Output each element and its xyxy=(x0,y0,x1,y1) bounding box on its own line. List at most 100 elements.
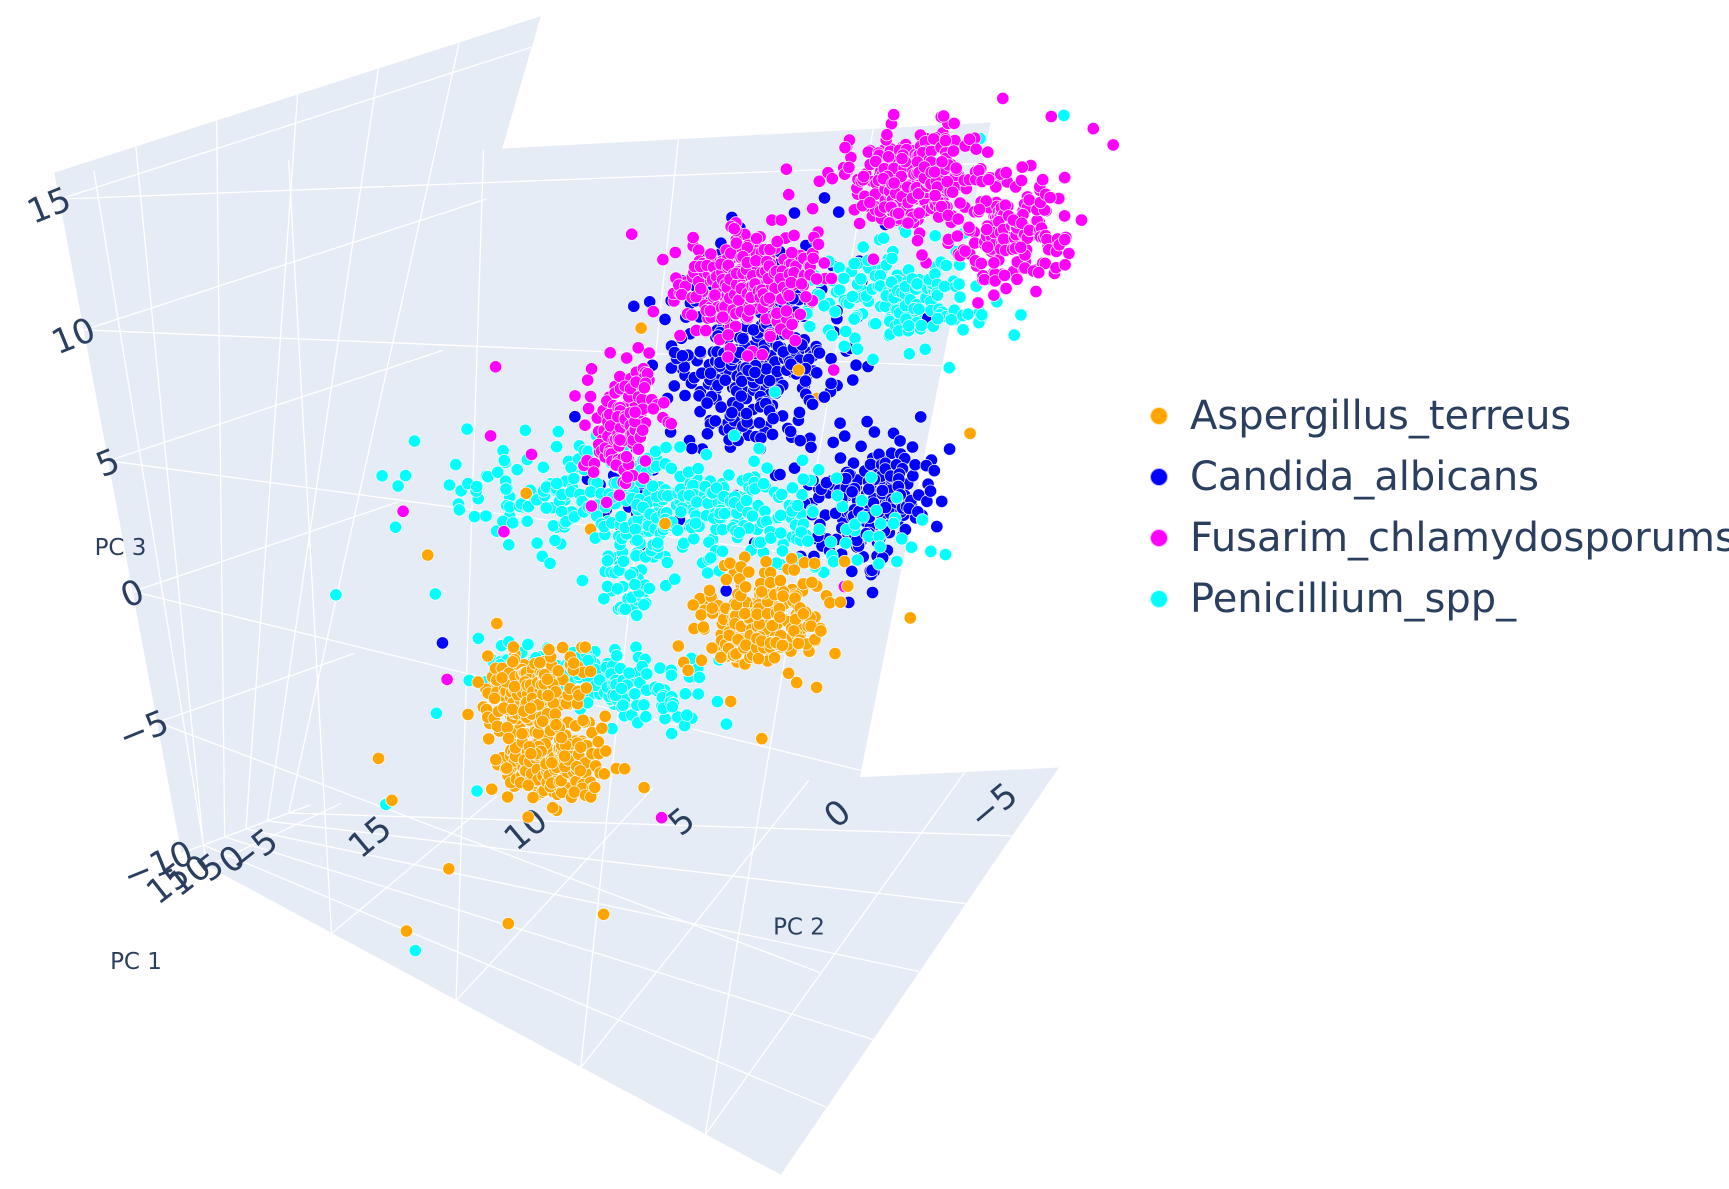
point-fusarim_chlamydosporums xyxy=(628,405,642,419)
point-aspergillus_terreus xyxy=(775,638,790,653)
point-aspergillus_terreus xyxy=(841,579,855,593)
point-aspergillus_terreus xyxy=(705,601,719,615)
point-penicillium_spp_ xyxy=(687,532,701,546)
point-penicillium_spp_ xyxy=(691,687,705,701)
point-aspergillus_terreus xyxy=(567,656,581,670)
point-fusarim_chlamydosporums xyxy=(1106,138,1120,152)
point-aspergillus_terreus xyxy=(773,573,788,588)
x-grid-wall xyxy=(135,146,204,846)
point-penicillium_spp_ xyxy=(835,499,850,514)
point-penicillium_spp_ xyxy=(549,439,564,454)
point-fusarim_chlamydosporums xyxy=(703,304,718,318)
point-penicillium_spp_ xyxy=(727,428,741,443)
point-aspergillus_terreus xyxy=(506,655,520,669)
point-penicillium_spp_ xyxy=(653,661,667,675)
point-candida_albicans xyxy=(833,451,848,465)
point-fusarim_chlamydosporums xyxy=(891,206,906,220)
point-penicillium_spp_ xyxy=(953,290,967,304)
point-penicillium_spp_ xyxy=(530,536,544,550)
point-fusarim_chlamydosporums xyxy=(646,304,660,319)
point-fusarim_chlamydosporums xyxy=(812,174,826,188)
point-penicillium_spp_ xyxy=(710,694,725,709)
point-fusarim_chlamydosporums xyxy=(881,150,896,164)
point-fusarim_chlamydosporums xyxy=(657,396,671,410)
point-penicillium_spp_ xyxy=(722,468,736,482)
point-fusarim_chlamydosporums xyxy=(440,672,454,687)
point-fusarim_chlamydosporums xyxy=(1062,246,1076,261)
point-fusarim_chlamydosporums xyxy=(972,202,987,216)
point-penicillium_spp_ xyxy=(575,573,590,588)
point-penicillium_spp_ xyxy=(845,289,860,304)
point-penicillium_spp_ xyxy=(499,482,513,496)
point-fusarim_chlamydosporums xyxy=(685,308,699,322)
point-candida_albicans xyxy=(824,376,838,390)
point-penicillium_spp_ xyxy=(732,525,746,540)
point-candida_albicans xyxy=(627,299,641,313)
point-penicillium_spp_ xyxy=(642,581,656,596)
point-fusarim_chlamydosporums xyxy=(938,134,953,148)
point-fusarim_chlamydosporums xyxy=(1058,258,1072,272)
point-fusarim_chlamydosporums xyxy=(668,245,682,260)
point-fusarim_chlamydosporums xyxy=(763,329,777,343)
floor-pane xyxy=(180,767,1059,1176)
point-penicillium_spp_ xyxy=(812,463,826,477)
point-penicillium_spp_ xyxy=(692,670,707,685)
point-aspergillus_terreus xyxy=(526,790,540,805)
point-candida_albicans xyxy=(849,358,863,372)
point-aspergillus_terreus xyxy=(481,649,495,663)
point-penicillium_spp_ xyxy=(502,538,516,552)
point-fusarim_chlamydosporums xyxy=(620,470,635,484)
point-penicillium_spp_ xyxy=(704,551,718,565)
legend-item-fusarim[interactable]: Fusarim_chlamydosporums xyxy=(1150,507,1729,568)
point-penicillium_spp_ xyxy=(673,440,687,454)
point-candida_albicans xyxy=(817,390,831,404)
point-penicillium_spp_ xyxy=(452,503,466,517)
point-penicillium_spp_ xyxy=(628,522,643,537)
point-candida_albicans xyxy=(658,312,672,326)
legend-marker-icon xyxy=(1150,528,1168,547)
point-penicillium_spp_ xyxy=(904,540,919,554)
point-fusarim_chlamydosporums xyxy=(782,288,796,303)
point-penicillium_spp_ xyxy=(847,312,861,326)
x-grid-wall xyxy=(288,42,460,814)
point-fusarim_chlamydosporums xyxy=(910,234,925,248)
point-candida_albicans xyxy=(748,365,762,379)
point-candida_albicans xyxy=(787,461,802,475)
point-candida_albicans xyxy=(719,584,733,598)
point-penicillium_spp_ xyxy=(597,592,611,606)
point-aspergillus_terreus xyxy=(521,778,535,792)
legend-item-penicillium[interactable]: Penicillium_spp_ xyxy=(1150,568,1729,629)
point-fusarim_chlamydosporums xyxy=(625,227,639,241)
point-fusarim_chlamydosporums xyxy=(762,291,777,305)
point-fusarim_chlamydosporums xyxy=(806,202,820,216)
point-aspergillus_terreus xyxy=(490,616,504,631)
point-penicillium_spp_ xyxy=(715,544,730,558)
legend-item-aspergillus[interactable]: Aspergillus_terreus xyxy=(1150,385,1729,446)
point-fusarim_chlamydosporums xyxy=(915,248,929,262)
point-penicillium_spp_ xyxy=(630,533,644,547)
point-fusarim_chlamydosporums xyxy=(636,423,650,437)
y-grid-floor xyxy=(206,802,342,868)
point-aspergillus_terreus xyxy=(805,575,819,590)
point-aspergillus_terreus xyxy=(694,608,708,622)
point-aspergillus_terreus xyxy=(776,589,790,603)
point-candida_albicans xyxy=(734,389,748,403)
point-penicillium_spp_ xyxy=(930,288,945,302)
point-fusarim_chlamydosporums xyxy=(945,185,960,199)
x-grid-floor xyxy=(203,844,827,1108)
point-aspergillus_terreus xyxy=(574,740,588,754)
legend-item-candida[interactable]: Candida_albicans xyxy=(1150,446,1729,507)
point-fusarim_chlamydosporums xyxy=(880,128,894,142)
point-candida_albicans xyxy=(935,494,949,508)
point-penicillium_spp_ xyxy=(942,361,956,375)
point-penicillium_spp_ xyxy=(803,319,817,334)
point-penicillium_spp_ xyxy=(760,461,774,475)
point-aspergillus_terreus xyxy=(399,924,414,938)
legend: Aspergillus_terreus Candida_albicans Fus… xyxy=(1150,385,1729,629)
point-penicillium_spp_ xyxy=(839,536,853,550)
point-fusarim_chlamydosporums xyxy=(488,360,503,374)
point-penicillium_spp_ xyxy=(470,479,484,494)
point-candida_albicans xyxy=(875,483,890,498)
